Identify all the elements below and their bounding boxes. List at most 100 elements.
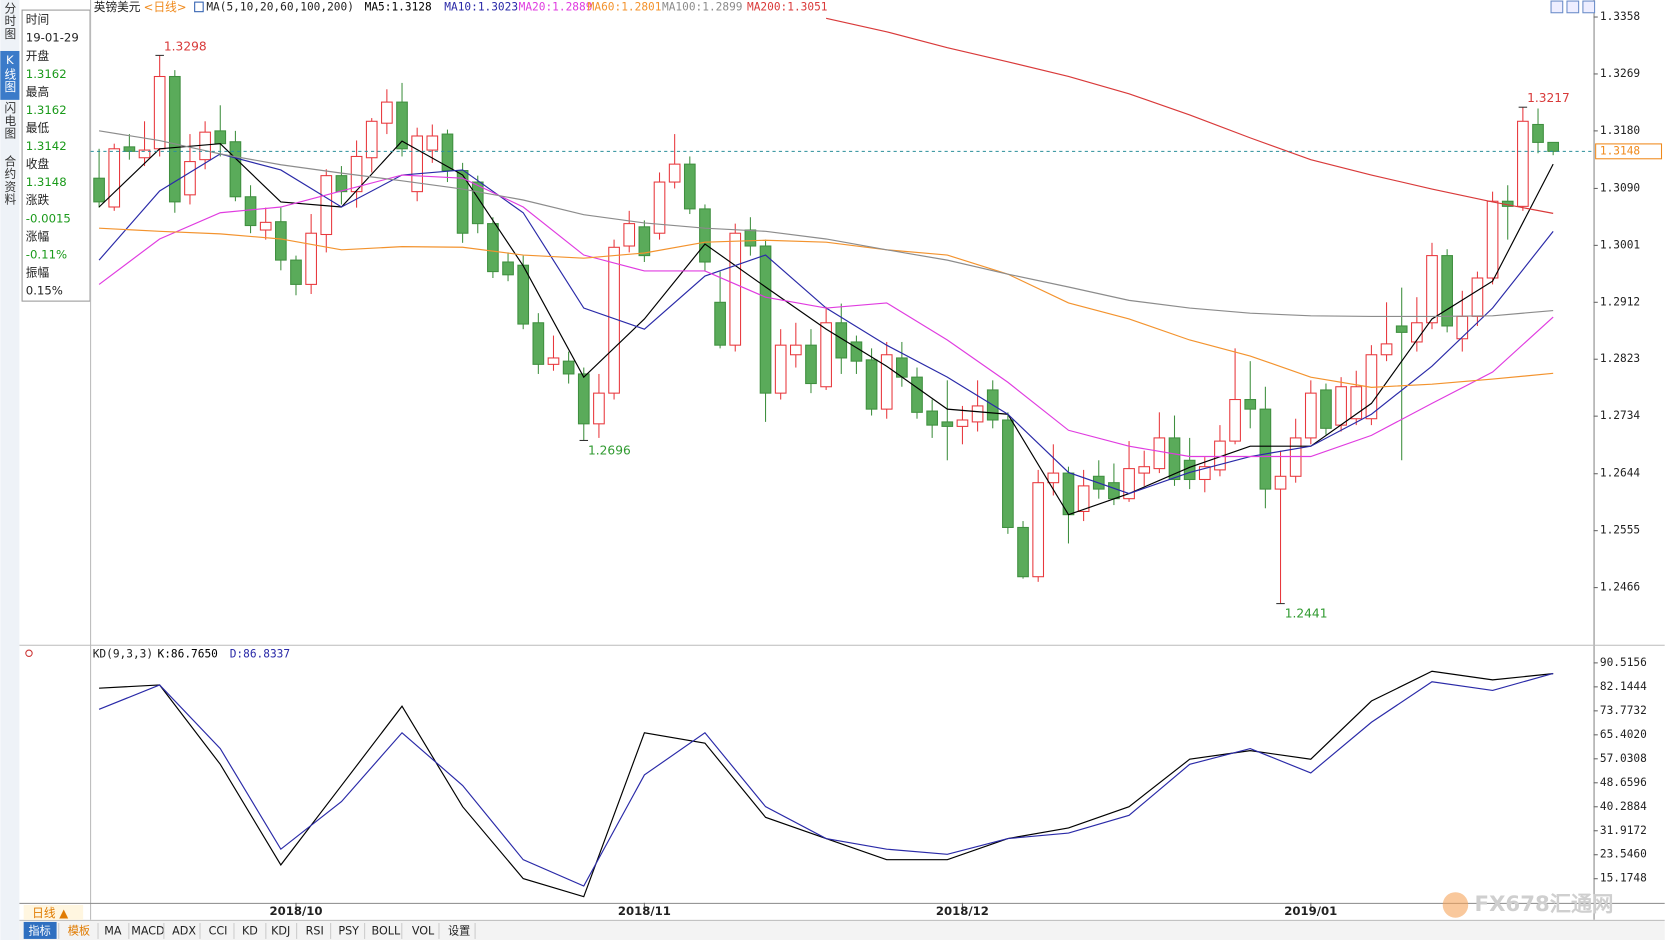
sidebar-tab[interactable]: 合约资料 xyxy=(3,154,17,206)
sidebar-tab[interactable]: 闪电图 xyxy=(3,101,17,140)
period-tab[interactable] xyxy=(23,904,84,920)
info-label: 振幅 xyxy=(26,265,50,279)
candle-body xyxy=(683,163,696,210)
x-tick-label: 2018/11 xyxy=(618,904,671,918)
y-tick-label: 1.2823 xyxy=(1600,352,1640,365)
candle-body xyxy=(547,357,560,365)
toolbar-tab[interactable]: 设置 xyxy=(448,925,470,938)
candle-body xyxy=(835,322,848,359)
button[interactable] xyxy=(1566,0,1580,14)
candle-body xyxy=(487,223,499,273)
info-value: 1.3162 xyxy=(26,67,67,81)
legend-entry: D:86.8337 xyxy=(230,647,290,660)
candle-body xyxy=(1426,255,1438,324)
candle-body xyxy=(1395,325,1408,333)
toolbar-tab[interactable]: RSI xyxy=(306,925,324,938)
candle-body xyxy=(1350,386,1363,420)
candle-body xyxy=(229,141,242,198)
candle-body xyxy=(138,149,151,159)
info-value: 1.3162 xyxy=(26,103,67,117)
high-low-label: 1.2441 xyxy=(1285,607,1328,621)
info-label: 收盘 xyxy=(26,157,50,171)
toolbar-tab[interactable]: CCI xyxy=(209,925,228,938)
candle-body xyxy=(1320,389,1332,429)
candle-body xyxy=(396,101,408,150)
sidebar-tab[interactable]: 分时图 xyxy=(3,2,17,40)
candle-body xyxy=(971,405,984,423)
candle-body xyxy=(805,344,817,385)
x-tick-label: 2018/10 xyxy=(269,904,322,918)
info-value: -0.11% xyxy=(26,247,67,261)
series-line xyxy=(826,17,1554,214)
toolbar-tab[interactable]: MA xyxy=(104,925,122,938)
legend-entry: MA100:1.2899 xyxy=(662,0,743,13)
candle-body xyxy=(1547,141,1560,152)
x-tick-label: 2019/01 xyxy=(1284,904,1337,918)
y-tick-label: 1.2912 xyxy=(1600,295,1640,308)
series-line xyxy=(98,174,1554,458)
candle-body xyxy=(880,354,893,410)
info-label: 最高 xyxy=(26,85,49,99)
candle-body xyxy=(774,344,787,394)
candle-body xyxy=(638,226,651,257)
candle-body xyxy=(562,360,575,375)
candle-body xyxy=(653,181,666,234)
last-price-box xyxy=(1595,143,1663,160)
toolbar-tab[interactable]: PSY xyxy=(338,925,359,938)
candle-body xyxy=(1123,468,1135,500)
candle-body xyxy=(1441,255,1453,327)
y-tick-label: 48.6596 xyxy=(1600,776,1647,789)
high-low-label: 1.3298 xyxy=(164,39,207,53)
candle-body xyxy=(1183,459,1196,481)
candle-body xyxy=(153,75,166,150)
toolbar-tab[interactable]: MACD xyxy=(131,925,164,938)
candle-body xyxy=(789,344,802,356)
toolbar-tab[interactable]: KDJ xyxy=(271,925,290,938)
series-line xyxy=(98,130,1554,317)
candle-body xyxy=(199,131,211,161)
candle-body xyxy=(1032,482,1045,578)
button[interactable] xyxy=(1550,0,1564,14)
candle-body xyxy=(1138,466,1151,474)
symbol: 英镑美元 xyxy=(94,0,141,14)
candle-body xyxy=(290,259,302,285)
kd-icon xyxy=(25,649,33,657)
toolbar-tab-bg[interactable] xyxy=(23,921,57,939)
toolbar-tab[interactable]: BOLL xyxy=(372,925,401,938)
toolbar-tab[interactable]: 指标 xyxy=(28,924,50,938)
toolbar-tab[interactable]: VOL xyxy=(412,925,435,938)
candle-body xyxy=(668,163,681,183)
candle-body xyxy=(1335,386,1347,426)
candle-body xyxy=(759,245,772,394)
info-value: 0.15% xyxy=(26,284,63,298)
candle-body xyxy=(1274,475,1287,490)
toolbar-tab[interactable]: KD xyxy=(242,925,258,938)
series-line xyxy=(98,672,1554,887)
y-tick-label: 23.5460 xyxy=(1600,848,1647,861)
high-low-label: 1.3217 xyxy=(1527,91,1570,105)
watermark: FX678汇通网 xyxy=(1475,892,1614,917)
period-tab-label[interactable]: 日线 ▲ xyxy=(32,906,68,920)
candle-body xyxy=(381,101,393,124)
candle-body xyxy=(214,130,227,145)
candle-body xyxy=(865,359,878,410)
candle-body xyxy=(1198,466,1211,481)
y-tick-label: 90.5156 xyxy=(1600,656,1647,669)
candle-body xyxy=(441,133,454,172)
button[interactable] xyxy=(1582,0,1596,14)
legend-entry: MA20:1.2889 xyxy=(519,0,593,13)
ma-icon xyxy=(194,1,204,13)
y-tick-label: 1.2644 xyxy=(1600,467,1641,480)
candle-body xyxy=(1108,482,1120,500)
toolbar-tab[interactable]: ADX xyxy=(172,925,196,938)
y-tick-label: 1.3180 xyxy=(1600,124,1640,137)
info-value: 1.3142 xyxy=(26,139,67,153)
candle-body xyxy=(941,421,954,427)
sidebar-tab[interactable]: K线图 xyxy=(3,53,17,94)
legend-entry: MA5:1.3128 xyxy=(365,0,432,13)
y-tick-label: 1.3358 xyxy=(1600,10,1640,23)
candle-body xyxy=(1304,392,1317,439)
toolbar-tab[interactable]: 模板 xyxy=(68,924,90,938)
candle-body xyxy=(1471,277,1484,317)
